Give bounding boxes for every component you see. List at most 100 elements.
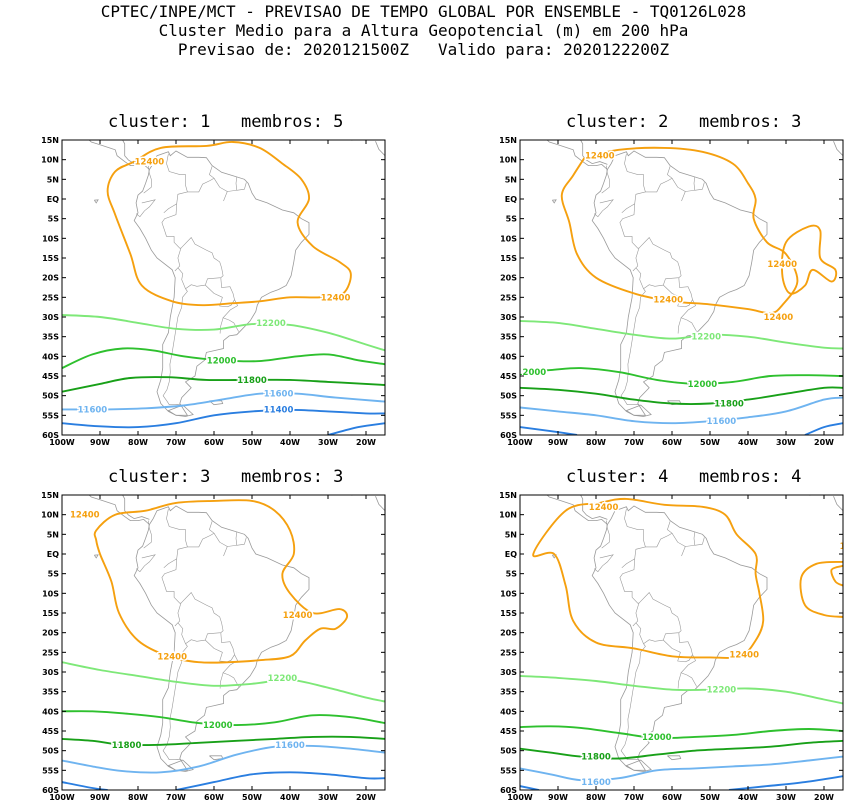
contour-label: 12400 xyxy=(321,293,351,303)
contour-11800-3 xyxy=(62,376,385,393)
map-panel-2: 12400 12400 12400 12400 12200 12000 12000 11800… xyxy=(499,136,844,447)
lat-tick-label: 30S xyxy=(42,668,59,677)
coastline-0 xyxy=(133,150,310,416)
coastlines xyxy=(546,495,843,772)
contour-label: 12000 xyxy=(517,368,547,378)
lat-tick-label: 35S xyxy=(500,688,517,697)
lat-tick-label: 15N xyxy=(41,491,59,500)
border-10 xyxy=(638,237,682,289)
lat-tick-label: 40S xyxy=(500,352,517,361)
lon-tick-label: 50W xyxy=(242,793,262,802)
border-4 xyxy=(187,521,215,548)
lat-tick-label: 25S xyxy=(42,648,59,657)
lat-tick-label: 60S xyxy=(42,786,59,795)
contour-11800-3 xyxy=(62,735,385,747)
lon-tick-label: 60W xyxy=(204,793,224,802)
lon-tick-label: 20W xyxy=(356,438,376,447)
border-11 xyxy=(663,277,693,308)
border-1 xyxy=(619,153,646,231)
panel-title-1: cluster: 1 membros: 5 xyxy=(108,112,344,132)
contour-12400-0 xyxy=(106,141,352,307)
lon-tick-label: 30W xyxy=(318,793,338,802)
map-area: 12400 12400 12400 12200 12000 11800 11600 xyxy=(520,495,847,790)
contour-label: 11800 xyxy=(714,400,744,410)
lat-tick-label: 50S xyxy=(42,747,59,756)
lon-tick-label: 70W xyxy=(624,793,644,802)
lat-tick-label: 25S xyxy=(500,648,517,657)
lon-tick-label: 50W xyxy=(700,793,720,802)
contour-12200-1 xyxy=(62,661,385,703)
contour-label: 12000 xyxy=(642,733,672,743)
coastline-7 xyxy=(625,404,652,417)
lat-tick-label: 10S xyxy=(500,234,517,243)
lat-tick-label: EQ xyxy=(47,195,59,204)
lat-tick-label: 15S xyxy=(42,609,59,618)
lat-tick-label: 50S xyxy=(500,392,517,401)
lon-tick-label: 40W xyxy=(738,438,758,447)
lat-tick-label: 45S xyxy=(42,372,59,381)
contour-11600-4 xyxy=(62,744,385,774)
border-9 xyxy=(162,267,188,406)
height-contours xyxy=(62,499,385,790)
contour-label: 12400 xyxy=(764,313,794,323)
border-12 xyxy=(680,654,697,687)
border-5 xyxy=(671,533,686,557)
contour-label: 11800 xyxy=(112,741,142,751)
border-6 xyxy=(227,176,238,192)
border-8 xyxy=(164,585,182,627)
border-12 xyxy=(222,654,239,687)
border-10 xyxy=(638,592,682,644)
lat-tick-label: 5S xyxy=(48,215,60,224)
lon-tick-label: 90W xyxy=(90,438,110,447)
lat-tick-label: 10N xyxy=(499,156,517,165)
lon-tick-label: 70W xyxy=(166,793,186,802)
coastline-1 xyxy=(546,495,608,525)
lat-tick-label: 50S xyxy=(500,747,517,756)
lat-tick-label: 10S xyxy=(500,589,517,598)
lon-tick-label: 60W xyxy=(662,438,682,447)
border-1 xyxy=(619,508,646,586)
lon-tick-label: 100W xyxy=(507,793,533,802)
contour-11400-6 xyxy=(175,771,385,790)
lat-tick-label: 25S xyxy=(42,293,59,302)
map-area: 12400 12400 12400 12200 12000 11800 11600 xyxy=(62,495,385,790)
lat-tick-label: 20S xyxy=(42,274,59,283)
contour-11400-7 xyxy=(520,785,540,790)
lon-tick-label: 40W xyxy=(738,793,758,802)
coastline-7 xyxy=(167,759,194,772)
contour-label: 11600 xyxy=(707,417,737,427)
contour-label: 12400 xyxy=(767,260,797,270)
contour-11400-6 xyxy=(520,426,578,435)
lon-tick-label: 20W xyxy=(814,793,834,802)
border-5 xyxy=(671,178,686,202)
lon-tick-label: 50W xyxy=(242,438,262,447)
contour-label: 12400 xyxy=(157,652,187,662)
contour-12000-2 xyxy=(62,347,385,369)
lon-tick-label: 30W xyxy=(776,793,796,802)
coastline-0 xyxy=(591,150,768,416)
contour-11400-7 xyxy=(804,422,843,435)
contour-label: 12400 xyxy=(585,152,615,162)
coastline-9 xyxy=(551,199,557,204)
border-13 xyxy=(677,672,682,689)
border-2 xyxy=(593,199,614,218)
contour-label: 12000 xyxy=(203,721,233,731)
country-borders xyxy=(135,153,247,406)
lat-tick-label: 15S xyxy=(500,609,517,618)
contour-12200-2 xyxy=(520,319,843,350)
lon-tick-label: 90W xyxy=(548,793,568,802)
lon-tick-label: 70W xyxy=(624,438,644,447)
panel-title-4: cluster: 4 membros: 4 xyxy=(566,467,802,487)
lon-tick-label: 100W xyxy=(507,438,533,447)
border-1 xyxy=(161,508,188,586)
coastline-9 xyxy=(93,199,99,204)
lon-tick-label: 40W xyxy=(280,793,300,802)
map-area: 12400 12400 12400 12400 12200 12000 12000 11800… xyxy=(517,140,843,435)
height-contours xyxy=(520,497,843,790)
lon-tick-label: 50W xyxy=(700,438,720,447)
map-frame xyxy=(61,139,386,436)
contour-label: 12400 xyxy=(840,542,847,552)
coastline-10 xyxy=(375,496,385,512)
